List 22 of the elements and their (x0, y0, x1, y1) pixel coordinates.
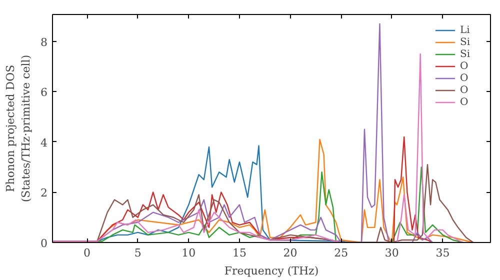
legend-label: Si (460, 36, 472, 48)
x-tick-label: 10 (182, 246, 196, 260)
y-tick-label: 2 (40, 186, 48, 200)
y-tick-label: 6 (40, 86, 48, 100)
legend-label: Li (460, 24, 471, 36)
x-axis-title: Frequency (THz) (224, 264, 319, 278)
legend-label: O (460, 96, 470, 108)
y-tick-label: 8 (40, 36, 48, 49)
x-tick-label: 20 (283, 246, 298, 260)
x-tick-label: 30 (384, 246, 399, 260)
x-tick-label: 5 (134, 246, 142, 260)
x-tick-label: 15 (232, 246, 246, 260)
x-tick-label: 35 (436, 246, 450, 260)
legend-label: Si (460, 48, 472, 60)
legend-label: O (460, 72, 470, 84)
y-axis-title: Phonon projected DOS (States/THz·primitive cell) (4, 54, 32, 202)
x-tick-label: 0 (84, 246, 91, 260)
x-tick-label: 25 (334, 246, 348, 260)
legend-label: O (460, 84, 470, 96)
y-tick-label: 4 (40, 136, 48, 150)
legend-label: O (460, 60, 470, 72)
y-tick-label: 0 (40, 237, 48, 250)
